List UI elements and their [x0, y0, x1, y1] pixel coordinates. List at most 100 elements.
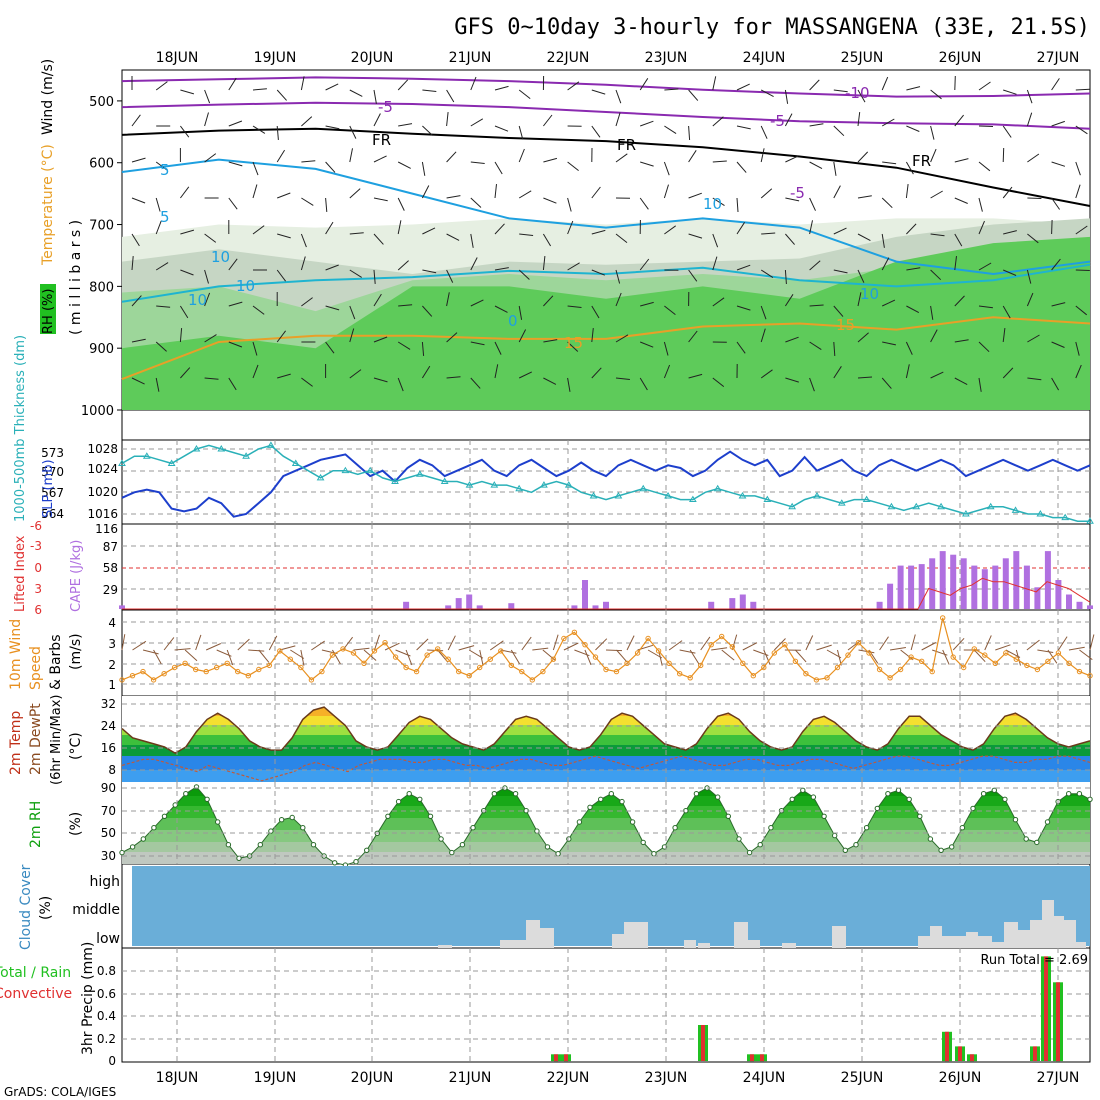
wind-barb	[736, 125, 751, 130]
wind10m-point	[171, 664, 178, 671]
wind-barb	[1051, 78, 1060, 91]
wind-barb	[591, 269, 605, 276]
isotherm-line	[121, 76, 1091, 98]
wind-barb	[1051, 197, 1061, 210]
wind-barb	[470, 299, 484, 307]
wind-barb	[930, 233, 945, 237]
wind10m-barb	[384, 642, 400, 651]
wind10m-barb	[805, 635, 814, 651]
thickness-marker	[713, 484, 722, 492]
pressure-tick-label: 600	[89, 157, 114, 172]
rh-legend-swatch	[40, 284, 56, 334]
rh-point	[980, 791, 987, 797]
wind10m-barb	[205, 643, 222, 651]
wind10m-barb	[1089, 634, 1095, 651]
wind10m-point	[477, 664, 483, 671]
cape-bar	[476, 605, 483, 609]
wind-barb	[640, 120, 654, 127]
wind-barb	[857, 89, 866, 103]
rh-point	[491, 791, 497, 797]
chart-title: GFS 0~10day 3-hourly for MASSANGENA (33E…	[454, 15, 1090, 40]
rh-point	[619, 798, 625, 805]
slp-axis-label: SLP (mb)	[41, 459, 56, 518]
cape-bar	[119, 605, 125, 609]
wind-barb	[978, 161, 991, 172]
cloud-axis-label-1: Cloud Cover	[18, 864, 34, 950]
cape-tick-label: 58	[103, 561, 118, 575]
wind-barb	[905, 161, 914, 175]
wind10m-point	[466, 673, 472, 679]
wind-barb	[978, 377, 982, 392]
date-label-top: 23JUN	[645, 50, 688, 66]
wind10m-barb	[616, 649, 628, 663]
wind-barb	[301, 297, 313, 307]
cape-bar	[887, 583, 894, 609]
wind-barb	[591, 89, 606, 95]
slp-tick-label: 1028	[87, 442, 118, 456]
wind-barb	[882, 341, 897, 346]
wind-barb	[155, 81, 168, 91]
wind-barb	[809, 377, 815, 392]
wind-barb	[421, 185, 430, 199]
wind-barb	[615, 112, 621, 127]
wind-barb	[228, 341, 243, 348]
date-label-top: 21JUN	[449, 50, 492, 66]
wind-barb	[688, 269, 698, 282]
cloud-low-block	[832, 926, 846, 948]
cape-bar	[403, 601, 410, 609]
wind10m-point	[929, 668, 935, 675]
cloud-low-block	[1004, 922, 1018, 948]
rh-point	[725, 813, 731, 819]
wind-barb	[1075, 269, 1090, 271]
rh-point	[885, 791, 891, 797]
wind-barb	[688, 373, 703, 379]
wind-barb	[1002, 328, 1006, 343]
wind10m-barb	[942, 649, 950, 665]
rh-point	[810, 794, 817, 800]
lifted-index-axis-label: Lifted Index	[13, 535, 28, 612]
wind-barb	[1075, 305, 1088, 316]
wind-barb	[373, 293, 382, 307]
wind10m-barb	[605, 649, 623, 652]
wind-barb	[712, 116, 724, 127]
cape-bar	[929, 558, 936, 609]
thickness-marker	[465, 481, 474, 488]
slp-tick-label: 1016	[87, 507, 118, 521]
wind-barb	[155, 341, 167, 352]
wind10m-barb	[258, 649, 270, 663]
wind10m-barb	[626, 635, 635, 651]
panel-frame	[121, 609, 1091, 697]
thickness-marker	[440, 477, 449, 484]
wind-barb	[277, 373, 291, 379]
date-label-top: 18JUN	[156, 50, 199, 66]
rh-point	[427, 813, 434, 819]
wind-barb	[881, 197, 893, 209]
cape-li-labels: Lifted Index CAPE (J/kg)	[13, 535, 84, 612]
wind-barb	[615, 377, 630, 380]
wind10m-point	[940, 615, 946, 621]
rh2m-labels: 2m RH (%)	[28, 801, 84, 848]
wind10m-barb	[300, 649, 305, 666]
wind-barb	[857, 233, 871, 242]
rh-point	[1034, 839, 1040, 846]
wind-barb	[179, 186, 190, 199]
wind-barb	[494, 341, 502, 355]
cloud-low-block	[966, 932, 978, 948]
wind-barb	[760, 188, 773, 199]
wind-barb	[930, 269, 942, 281]
rh-point	[1076, 791, 1083, 797]
wind-barb	[398, 304, 413, 307]
wind-barb	[228, 77, 237, 91]
wind-barb	[640, 341, 654, 348]
wind-barb	[906, 86, 921, 91]
wind10m-point	[571, 629, 578, 635]
wind-barb	[543, 295, 554, 307]
date-label-top: 20JUN	[351, 50, 394, 66]
wind-barb	[470, 233, 474, 248]
wind-barb	[494, 85, 509, 91]
precip-convective-bar	[1044, 956, 1048, 1061]
wind-barb	[518, 148, 525, 163]
slp-series-line	[121, 450, 1091, 518]
wind10m-barb	[163, 637, 175, 651]
cape-bar	[1013, 551, 1020, 609]
